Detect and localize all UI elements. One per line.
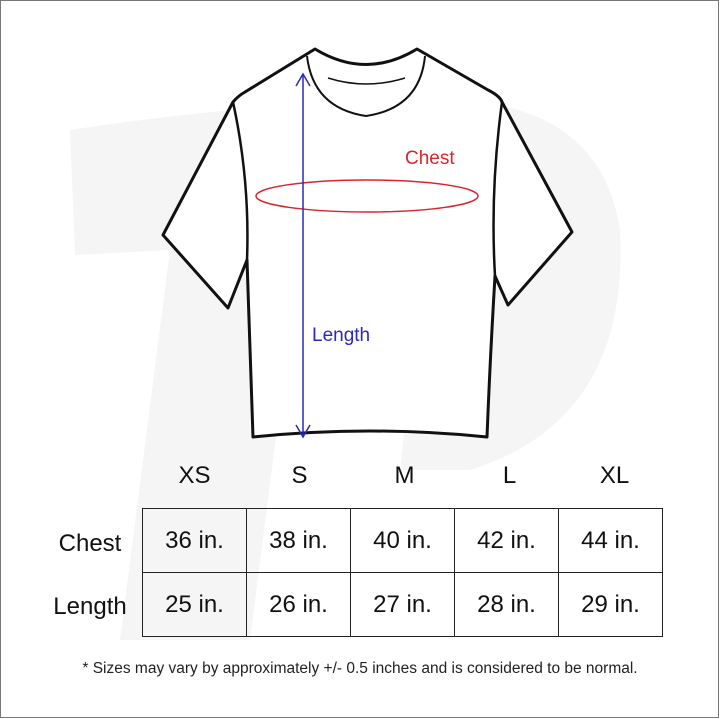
table-row: 25 in. 26 in. 27 in. 28 in. 29 in. bbox=[142, 572, 663, 637]
table-cell: 26 in. bbox=[246, 572, 351, 637]
size-table: 36 in. 38 in. 40 in. 42 in. 44 in. 25 in… bbox=[142, 508, 663, 637]
table-cell: 25 in. bbox=[142, 572, 247, 637]
table-cell: 27 in. bbox=[350, 572, 455, 637]
footnote: * Sizes may vary by approximately +/- 0.… bbox=[82, 660, 638, 677]
size-header-xs: XS bbox=[178, 462, 211, 489]
table-cell: 38 in. bbox=[246, 508, 351, 573]
tshirt-outline bbox=[161, 47, 574, 439]
row-label-chest: Chest bbox=[58, 530, 122, 557]
table-cell: 40 in. bbox=[350, 508, 455, 573]
row-label-length: Length bbox=[53, 593, 127, 620]
length-label: Length bbox=[312, 325, 371, 346]
size-header-xl: XL bbox=[599, 462, 630, 489]
table-row: 36 in. 38 in. 40 in. 42 in. 44 in. bbox=[142, 508, 663, 573]
size-header-s: S bbox=[291, 462, 308, 489]
size-header-l: L bbox=[502, 462, 517, 489]
chest-measure-ellipse bbox=[255, 179, 479, 213]
size-header-m: M bbox=[394, 462, 415, 489]
table-cell: 44 in. bbox=[558, 508, 663, 573]
table-cell: 42 in. bbox=[454, 508, 559, 573]
table-cell: 29 in. bbox=[558, 572, 663, 637]
length-arrow bbox=[295, 72, 311, 439]
table-cell: 36 in. bbox=[142, 508, 247, 573]
table-cell: 28 in. bbox=[454, 572, 559, 637]
chest-label: Chest bbox=[405, 148, 455, 169]
